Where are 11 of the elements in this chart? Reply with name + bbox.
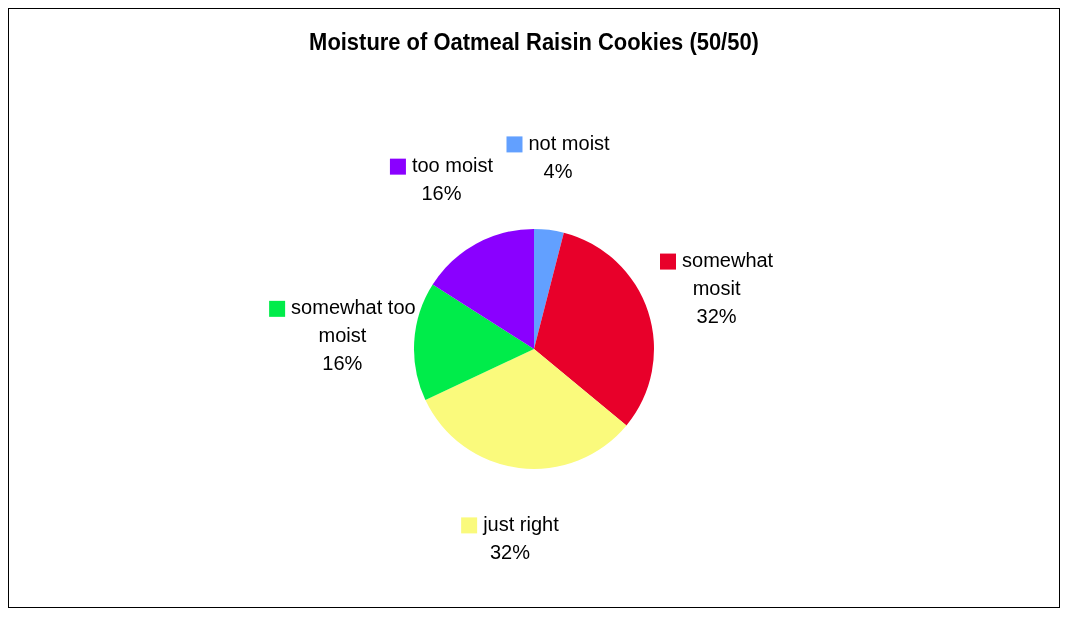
data-label: 4% xyxy=(543,159,573,182)
data-label: 16% xyxy=(322,352,363,375)
chart-title: Moisture of Oatmeal Raisin Cookies (50/50) xyxy=(309,28,759,56)
legend-label: somewhat too moist xyxy=(291,296,416,347)
legend-label: too moist xyxy=(411,154,494,177)
data-label: 32% xyxy=(489,540,531,563)
data-label: 16% xyxy=(421,182,462,205)
legend-label: just right xyxy=(482,512,560,535)
data-label: 32% xyxy=(696,305,737,328)
legend-label: not moist xyxy=(528,131,611,154)
legend-label: somewhat mosit xyxy=(682,249,774,300)
